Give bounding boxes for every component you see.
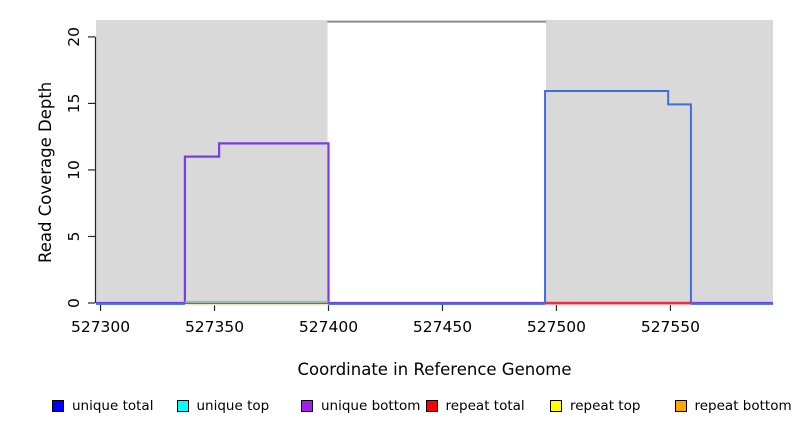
legend-label: unique bottom (321, 398, 421, 414)
legend-swatch-icon (550, 400, 562, 412)
legend-item: unique top (176, 398, 302, 414)
x-tick-label: 527350 (185, 318, 244, 336)
y-tick-label: 15 (65, 94, 83, 114)
legend-item: repeat top (550, 398, 675, 414)
x-axis-title: Coordinate in Reference Genome (297, 360, 572, 379)
y-tick-label: 5 (65, 232, 83, 242)
shaded-region (546, 20, 773, 303)
y-tick-label: 20 (65, 27, 83, 47)
unique-bottom-step (96, 142, 773, 305)
x-tick-label: 527550 (641, 318, 700, 336)
legend-swatch-icon (52, 400, 64, 412)
legend-item: repeat bottom (674, 398, 792, 414)
legend-label: repeat top (570, 398, 641, 414)
legend-label: repeat total (445, 398, 525, 414)
legend-item: unique total (52, 398, 177, 414)
legend-item: unique bottom (301, 398, 426, 414)
x-tick-label: 527500 (527, 318, 586, 336)
x-tick-label: 527450 (413, 318, 472, 336)
legend-swatch-icon (425, 400, 438, 412)
legend-swatch-icon (674, 400, 687, 412)
chart-legend: unique total unique top unique bottom repea… (52, 398, 792, 414)
y-tick-label: 0 (65, 298, 83, 308)
legend-item: repeat total (425, 398, 551, 414)
legend-swatch-icon (301, 400, 313, 412)
y-tick-label: 10 (65, 160, 83, 180)
legend-label: unique total (72, 398, 154, 414)
legend-swatch-icon (176, 400, 189, 412)
y-axis-title: Read Coverage Depth (36, 81, 55, 263)
x-tick-label: 527400 (299, 318, 358, 336)
x-tick-label: 527300 (71, 318, 130, 336)
shaded-region (96, 20, 328, 303)
legend-label: repeat bottom (694, 398, 792, 414)
unique-total-step (96, 90, 773, 305)
legend-label: unique top (196, 398, 270, 414)
